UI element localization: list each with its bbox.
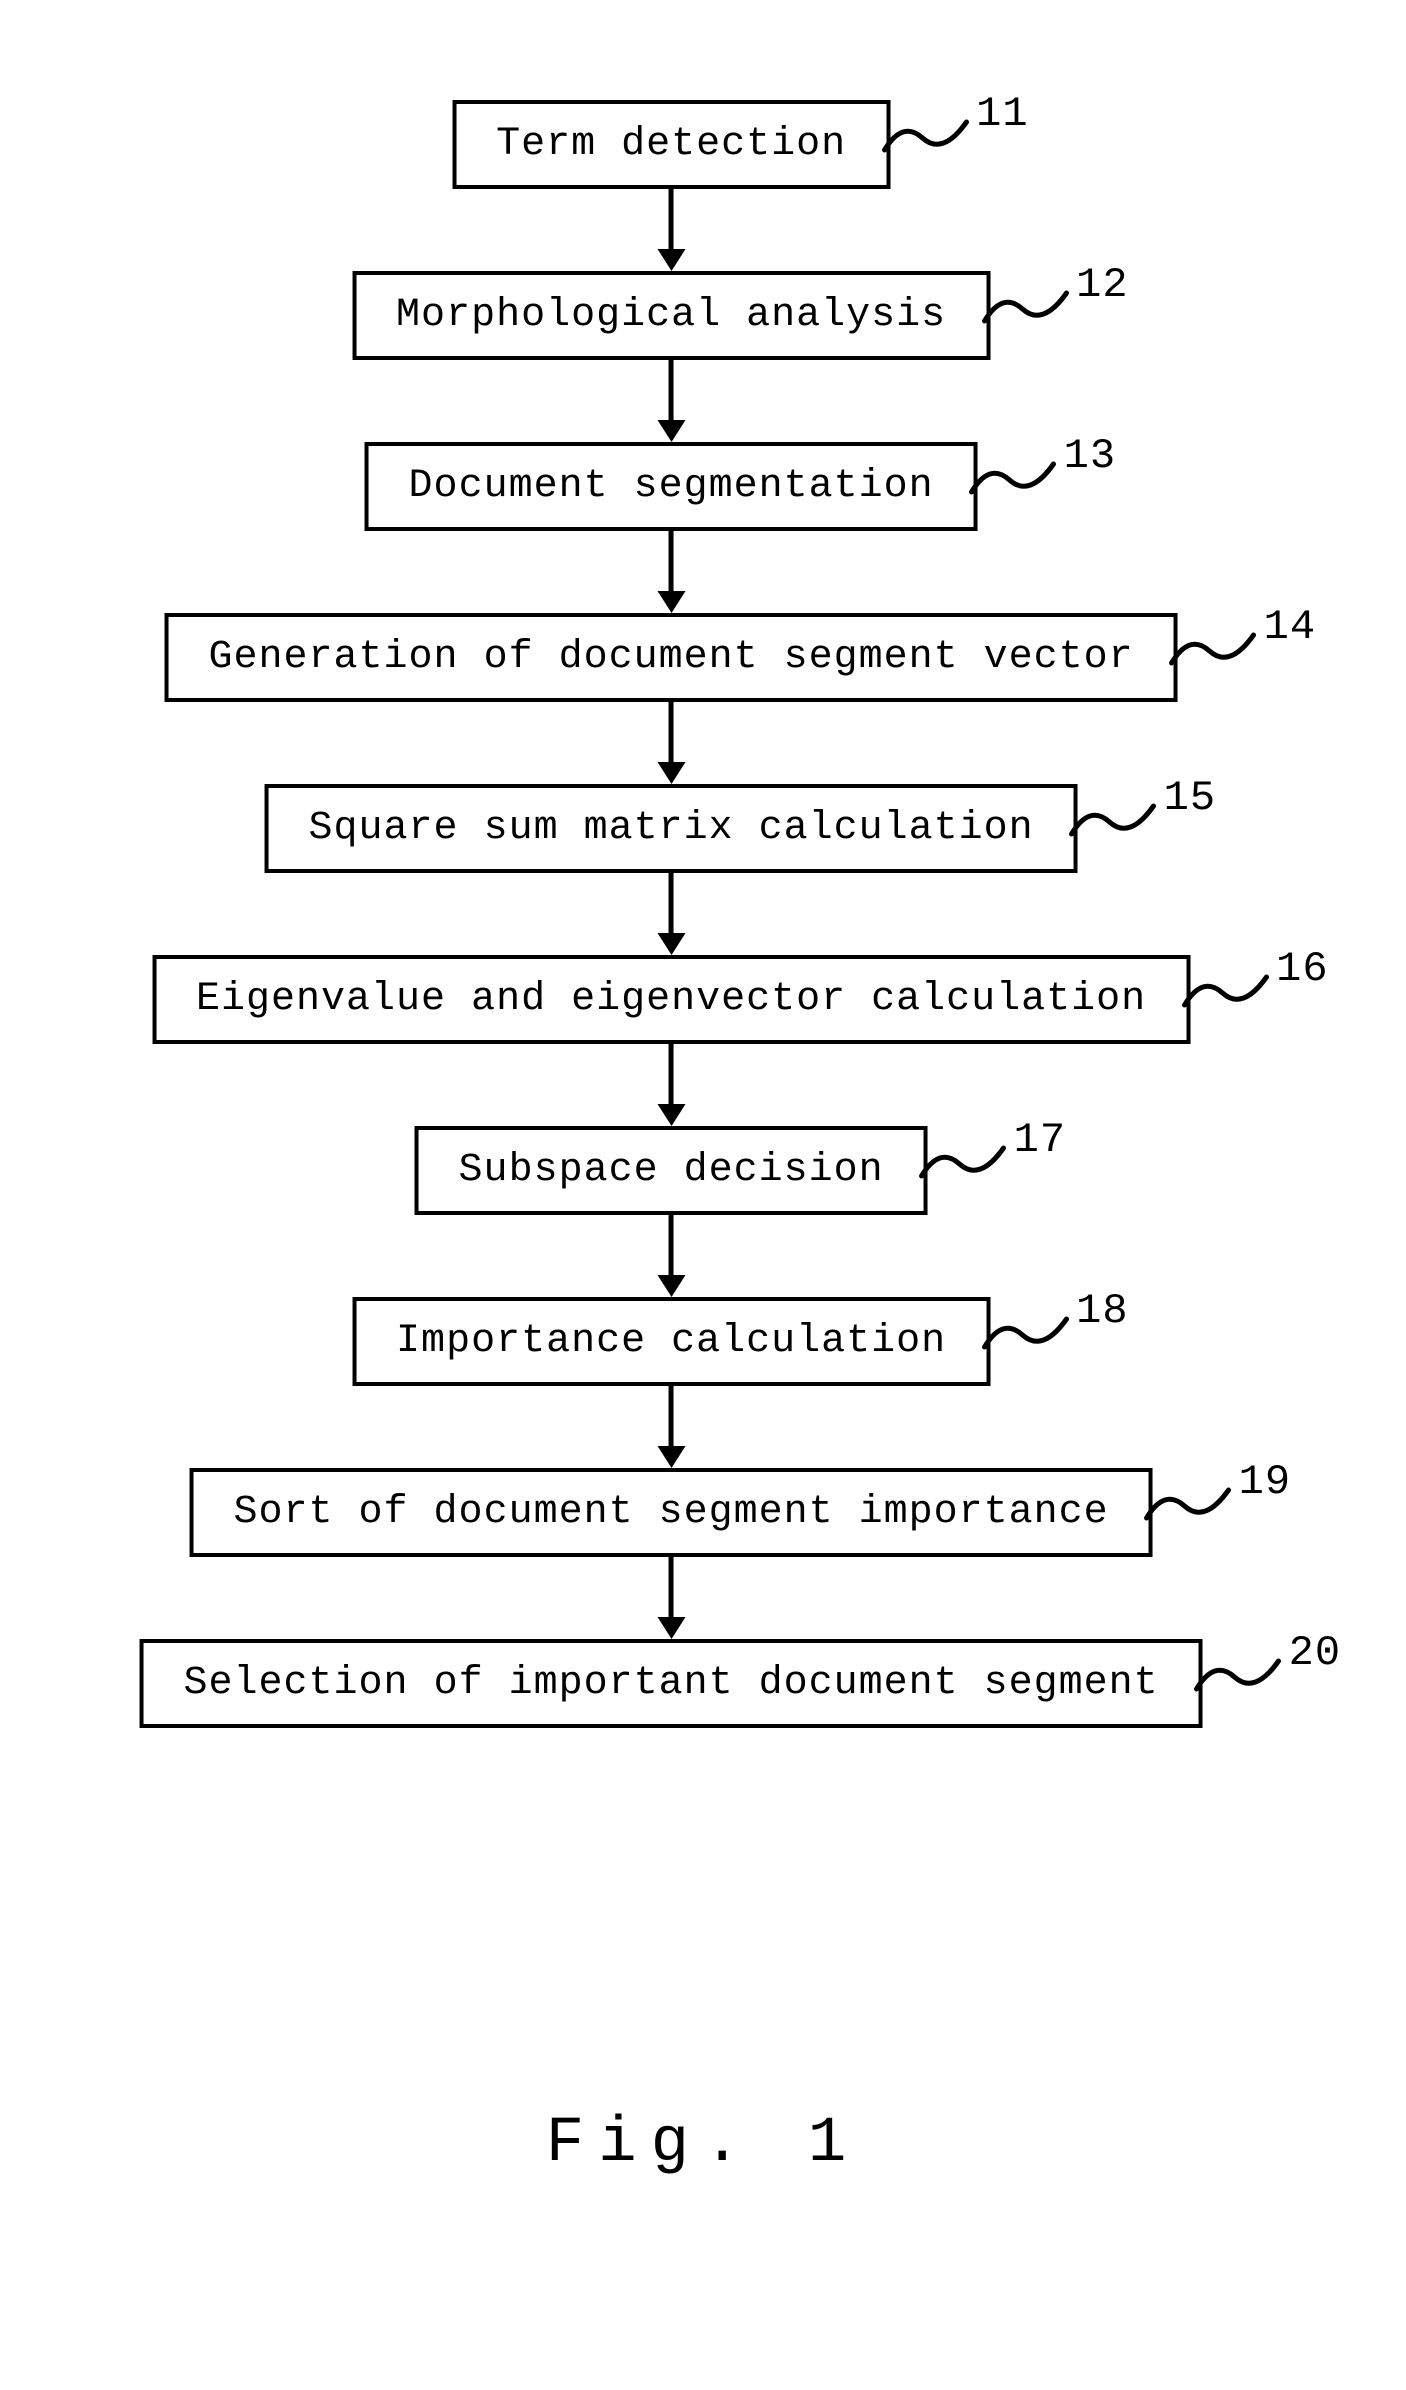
flowchart-step-label: Morphological analysis	[396, 293, 946, 338]
flowchart-arrow	[657, 1044, 685, 1126]
reference-number: 13	[1064, 432, 1116, 480]
arrow-head-icon	[657, 420, 685, 442]
reference-squiggle	[1180, 967, 1270, 1017]
flowchart-arrow	[657, 189, 685, 271]
arrow-line	[669, 1557, 674, 1619]
flowchart-step-box: Square sum matrix calculation15	[265, 784, 1078, 873]
arrow-line	[669, 702, 674, 764]
flowchart-step-box: Term detection11	[452, 100, 890, 189]
reference-squiggle	[1143, 1480, 1233, 1530]
flowchart-step-label: Document segmentation	[409, 464, 934, 509]
flowchart-step-label: Importance calculation	[396, 1319, 946, 1364]
flowchart: Term detection11Morphological analysis12…	[140, 100, 1203, 1728]
arrow-line	[669, 189, 674, 251]
flowchart-step-label: Generation of document segment vector	[209, 635, 1134, 680]
flowchart-step-label: Subspace decision	[459, 1148, 884, 1193]
flowchart-step-box: Selection of important document segment2…	[140, 1639, 1203, 1728]
arrow-head-icon	[657, 1104, 685, 1126]
reference-squiggle	[1168, 625, 1258, 675]
flowchart-arrow	[657, 702, 685, 784]
flowchart-arrow	[657, 531, 685, 613]
reference-number: 12	[1076, 261, 1128, 309]
flowchart-step-box: Morphological analysis12	[352, 271, 990, 360]
arrow-head-icon	[657, 1446, 685, 1468]
reference-number: 17	[1014, 1116, 1066, 1164]
reference-squiggle	[980, 283, 1070, 333]
reference-number: 14	[1264, 603, 1316, 651]
flowchart-step-label: Selection of important document segment	[184, 1661, 1159, 1706]
arrow-head-icon	[657, 249, 685, 271]
arrow-line	[669, 873, 674, 935]
flowchart-arrow	[657, 1215, 685, 1297]
flowchart-step-label: Term detection	[496, 122, 846, 167]
flowchart-arrow	[657, 1557, 685, 1639]
arrow-line	[669, 531, 674, 593]
flowchart-step-box: Sort of document segment importance19	[190, 1468, 1153, 1557]
reference-number: 19	[1239, 1458, 1291, 1506]
flowchart-step-label: Square sum matrix calculation	[309, 806, 1034, 851]
figure-caption: Fig. 1	[546, 2108, 860, 2180]
flowchart-arrow	[657, 873, 685, 955]
reference-squiggle	[1193, 1651, 1283, 1701]
reference-number: 15	[1164, 774, 1216, 822]
flowchart-arrow	[657, 1386, 685, 1468]
reference-squiggle	[918, 1138, 1008, 1188]
flowchart-step-box: Importance calculation18	[352, 1297, 990, 1386]
reference-squiggle	[980, 1309, 1070, 1359]
reference-squiggle	[1068, 796, 1158, 846]
arrow-line	[669, 1386, 674, 1448]
arrow-head-icon	[657, 762, 685, 784]
flowchart-step-box: Document segmentation13	[365, 442, 978, 531]
arrow-head-icon	[657, 591, 685, 613]
flowchart-step-label: Sort of document segment importance	[234, 1490, 1109, 1535]
reference-number: 18	[1076, 1287, 1128, 1335]
reference-number: 20	[1289, 1629, 1341, 1677]
arrow-line	[669, 1215, 674, 1277]
flowchart-arrow	[657, 360, 685, 442]
arrow-line	[669, 360, 674, 422]
flowchart-step-box: Eigenvalue and eigenvector calculation16	[152, 955, 1190, 1044]
reference-squiggle	[880, 112, 970, 162]
flowchart-step-box: Generation of document segment vector14	[165, 613, 1178, 702]
diagram-container: Term detection11Morphological analysis12…	[0, 0, 1406, 2390]
reference-number: 11	[976, 90, 1028, 138]
arrow-head-icon	[657, 933, 685, 955]
flowchart-step-box: Subspace decision17	[415, 1126, 928, 1215]
arrow-line	[669, 1044, 674, 1106]
reference-number: 16	[1276, 945, 1328, 993]
arrow-head-icon	[657, 1275, 685, 1297]
reference-squiggle	[968, 454, 1058, 504]
flowchart-step-label: Eigenvalue and eigenvector calculation	[196, 977, 1146, 1022]
arrow-head-icon	[657, 1617, 685, 1639]
